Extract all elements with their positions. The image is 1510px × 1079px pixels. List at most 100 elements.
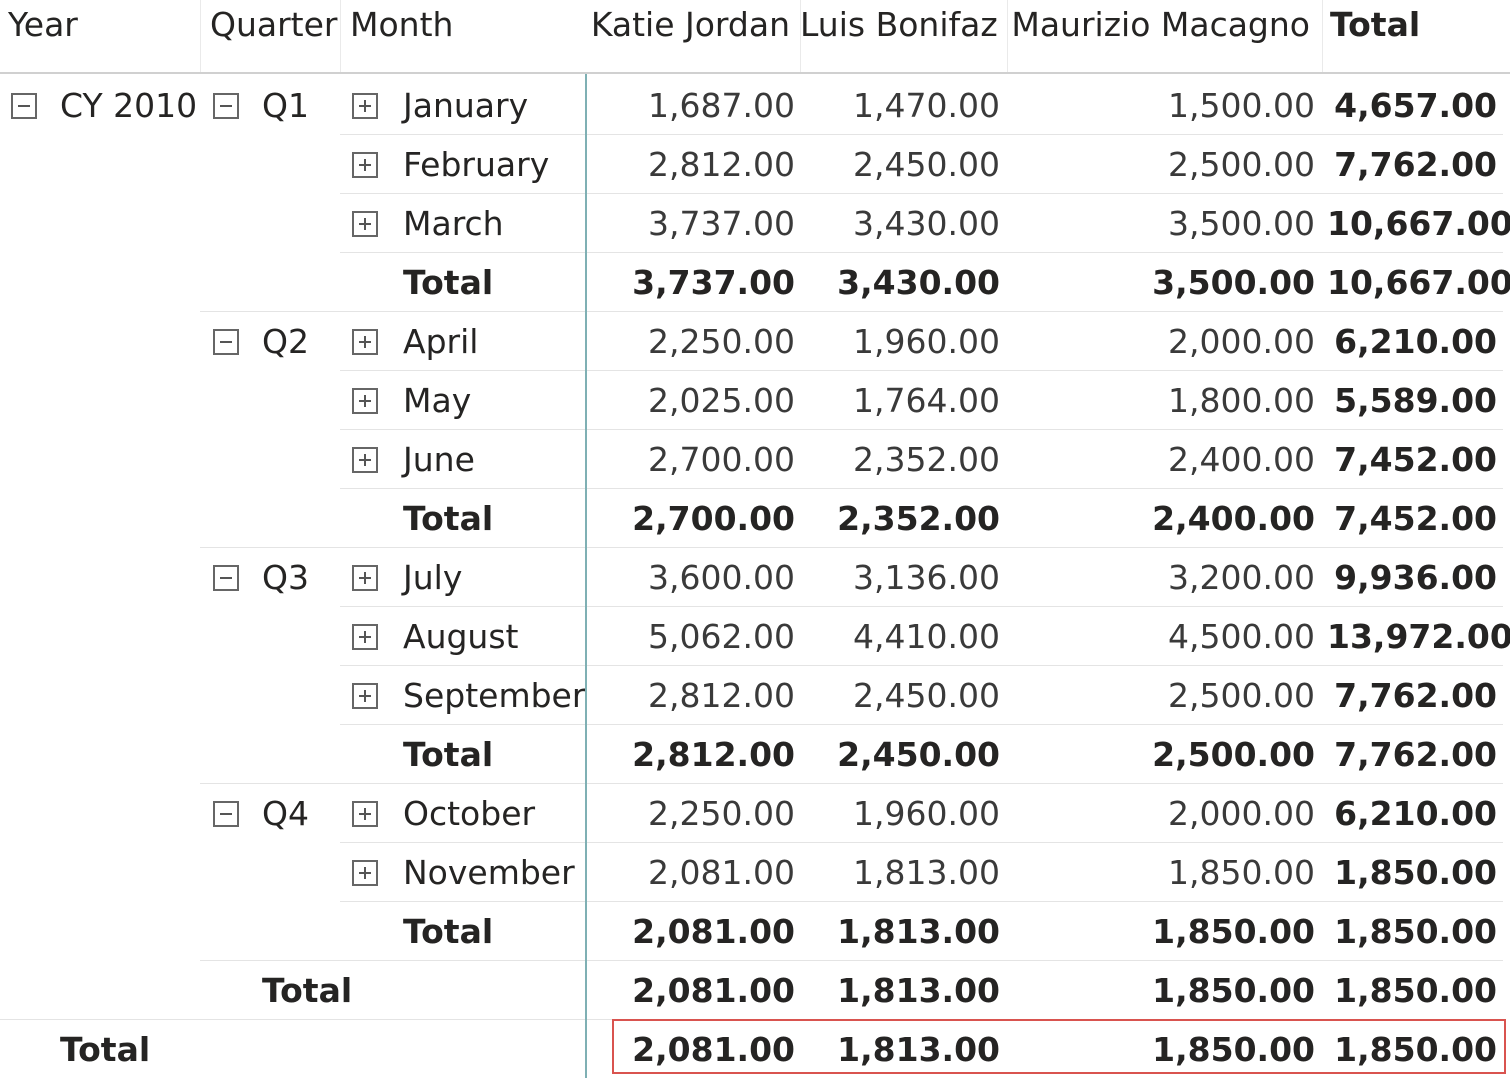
- collapse-quarter-icon[interactable]: [213, 565, 239, 591]
- value-katie-jordan: 3,737.00: [632, 263, 795, 302]
- expand-month-icon[interactable]: [352, 388, 378, 414]
- value-luis-bonifaz: 1,960.00: [853, 322, 1000, 361]
- header-year[interactable]: Year: [8, 5, 78, 44]
- row-border: [340, 193, 1503, 194]
- value-maurizio-macagno: 2,400.00: [1152, 499, 1315, 538]
- collapse-quarter-icon[interactable]: [213, 801, 239, 827]
- value-luis-bonifaz: 3,136.00: [853, 558, 1000, 597]
- expand-month-icon[interactable]: [352, 565, 378, 591]
- value-maurizio-macagno: 2,000.00: [1168, 794, 1315, 833]
- month-label: November: [403, 853, 575, 892]
- value-maurizio-macagno: 3,500.00: [1168, 204, 1315, 243]
- quarter-label: Q1: [262, 86, 309, 125]
- collapse-quarter-icon[interactable]: [213, 329, 239, 355]
- expand-month-icon[interactable]: [352, 801, 378, 827]
- month-label: August: [403, 617, 519, 656]
- row-border: [340, 606, 1503, 607]
- value-luis-bonifaz: 1,470.00: [853, 86, 1000, 125]
- value-total: 10,667.00: [1327, 204, 1510, 243]
- header-quarter[interactable]: Quarter: [210, 5, 338, 44]
- value-katie-jordan: 2,700.00: [632, 499, 795, 538]
- expand-month-icon[interactable]: [352, 860, 378, 886]
- value-maurizio-macagno: 1,800.00: [1168, 381, 1315, 420]
- month-label: May: [403, 381, 472, 420]
- value-maurizio-macagno: 3,500.00: [1152, 263, 1315, 302]
- value-luis-bonifaz: 1,764.00: [853, 381, 1000, 420]
- header-katie-jordan[interactable]: Katie Jordan: [590, 5, 790, 44]
- month-label: March: [403, 204, 504, 243]
- value-luis-bonifaz: 1,813.00: [837, 912, 1000, 951]
- collapse-year-icon[interactable]: [11, 93, 37, 119]
- value-maurizio-macagno: 1,500.00: [1168, 86, 1315, 125]
- header-separator: [800, 0, 801, 72]
- expand-month-icon[interactable]: [352, 152, 378, 178]
- value-katie-jordan: 2,081.00: [632, 971, 795, 1010]
- value-maurizio-macagno: 2,400.00: [1168, 440, 1315, 479]
- value-luis-bonifaz: 2,352.00: [853, 440, 1000, 479]
- expand-month-icon[interactable]: [352, 329, 378, 355]
- value-total: 1,850.00: [1334, 853, 1497, 892]
- row-border: [200, 783, 1503, 784]
- value-total: 7,452.00: [1334, 499, 1497, 538]
- grand-total-highlight-box: [612, 1019, 1506, 1074]
- collapse-quarter-icon[interactable]: [213, 93, 239, 119]
- value-luis-bonifaz: 4,410.00: [853, 617, 1000, 656]
- row-border: [340, 901, 1503, 902]
- value-maurizio-macagno: 1,850.00: [1152, 1030, 1315, 1069]
- row-border: [340, 429, 1503, 430]
- value-luis-bonifaz: 1,813.00: [837, 971, 1000, 1010]
- year-total-label: Total: [262, 971, 353, 1010]
- value-total: 5,589.00: [1334, 381, 1497, 420]
- expand-month-icon[interactable]: [352, 624, 378, 650]
- value-total: 4,657.00: [1334, 86, 1497, 125]
- value-total: 1,850.00: [1334, 1030, 1497, 1069]
- value-katie-jordan: 3,600.00: [648, 558, 795, 597]
- value-total: 6,210.00: [1334, 794, 1497, 833]
- value-katie-jordan: 1,687.00: [648, 86, 795, 125]
- header-month[interactable]: Month: [350, 5, 454, 44]
- month-label: October: [403, 794, 536, 833]
- value-maurizio-macagno: 4,500.00: [1168, 617, 1315, 656]
- expand-month-icon[interactable]: [352, 683, 378, 709]
- value-luis-bonifaz: 2,450.00: [853, 676, 1000, 715]
- value-katie-jordan: 2,812.00: [648, 145, 795, 184]
- value-luis-bonifaz: 2,450.00: [837, 735, 1000, 774]
- value-luis-bonifaz: 1,813.00: [837, 1030, 1000, 1069]
- row-border: [200, 311, 1503, 312]
- value-katie-jordan: 2,025.00: [648, 381, 795, 420]
- value-luis-bonifaz: 3,430.00: [837, 263, 1000, 302]
- value-luis-bonifaz: 1,813.00: [853, 853, 1000, 892]
- quarter-total-label: Total: [403, 735, 494, 774]
- expand-month-icon[interactable]: [352, 93, 378, 119]
- expand-month-icon[interactable]: [352, 211, 378, 237]
- month-label: June: [403, 440, 475, 479]
- value-katie-jordan: 2,081.00: [632, 1030, 795, 1069]
- row-border: [200, 547, 1503, 548]
- value-maurizio-macagno: 1,850.00: [1168, 853, 1315, 892]
- header-total[interactable]: Total: [1330, 5, 1421, 44]
- header-separator: [1322, 0, 1323, 72]
- value-luis-bonifaz: 2,450.00: [853, 145, 1000, 184]
- header-separator: [1007, 0, 1008, 72]
- value-maurizio-macagno: 2,000.00: [1168, 322, 1315, 361]
- row-border: [340, 370, 1503, 371]
- value-katie-jordan: 2,250.00: [648, 322, 795, 361]
- row-border: [340, 252, 1503, 253]
- header-separator: [340, 0, 341, 72]
- value-luis-bonifaz: 1,960.00: [853, 794, 1000, 833]
- value-total: 7,762.00: [1334, 145, 1497, 184]
- value-maurizio-macagno: 1,850.00: [1152, 912, 1315, 951]
- quarter-label: Q2: [262, 322, 309, 361]
- month-label: February: [403, 145, 550, 184]
- value-katie-jordan: 2,250.00: [648, 794, 795, 833]
- row-border: [340, 665, 1503, 666]
- value-maurizio-macagno: 1,850.00: [1152, 971, 1315, 1010]
- header-luis-bonifaz[interactable]: Luis Bonifaz: [800, 5, 998, 44]
- value-katie-jordan: 2,081.00: [648, 853, 795, 892]
- month-label: July: [403, 558, 463, 597]
- quarter-total-label: Total: [403, 912, 494, 951]
- value-katie-jordan: 2,081.00: [632, 912, 795, 951]
- quarter-label: Q3: [262, 558, 309, 597]
- header-maurizio-macagno[interactable]: Maurizio Macagno: [1011, 5, 1310, 44]
- expand-month-icon[interactable]: [352, 447, 378, 473]
